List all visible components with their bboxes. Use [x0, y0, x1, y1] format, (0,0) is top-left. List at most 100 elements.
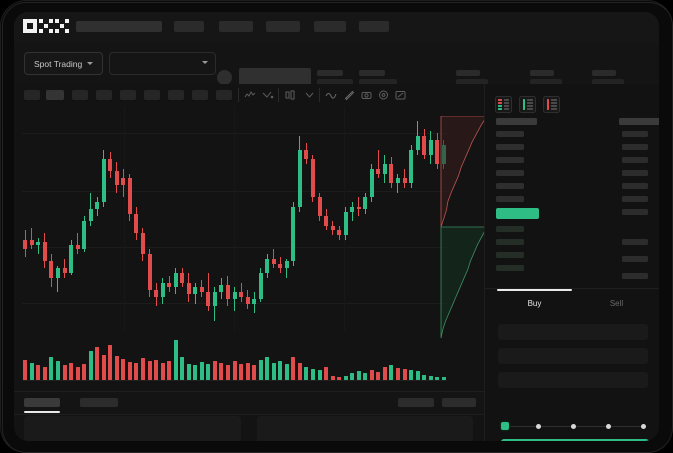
- footer-card-2[interactable]: [257, 416, 473, 441]
- nav-item-3[interactable]: [219, 21, 253, 32]
- nav-item-6[interactable]: [359, 21, 389, 32]
- candle-body: [382, 164, 387, 174]
- candle-body: [363, 197, 368, 210]
- slider-node-100[interactable]: [641, 423, 646, 429]
- orderbook-ask-row[interactable]: [496, 170, 524, 176]
- timeframe-1mo[interactable]: [216, 90, 232, 100]
- footer-card-1[interactable]: [24, 416, 241, 441]
- order-price-field[interactable]: [498, 324, 648, 340]
- candle-body: [127, 178, 132, 214]
- slider-node-75[interactable]: [606, 423, 611, 429]
- chart-action-1[interactable]: [398, 398, 434, 407]
- timeframe-1h[interactable]: [120, 90, 136, 100]
- order-total-field[interactable]: [498, 372, 648, 388]
- candle-body: [239, 292, 244, 297]
- orderbook-ask-row[interactable]: [496, 144, 524, 150]
- volume-bar: [415, 371, 420, 380]
- tab-buy[interactable]: Buy: [527, 299, 542, 308]
- nav-item-2[interactable]: [174, 21, 204, 32]
- timeframe-5m[interactable]: [46, 90, 64, 100]
- nav-item-search[interactable]: [76, 21, 162, 32]
- candle-wick: [77, 232, 79, 255]
- orderbook-ask-row[interactable]: [496, 196, 524, 202]
- orderbook-ask-row[interactable]: [496, 131, 524, 137]
- okx-logo[interactable]: [23, 19, 69, 33]
- compare-icon[interactable]: [284, 88, 297, 102]
- orderbook-bid-row[interactable]: [496, 252, 524, 258]
- pair-select-dropdown[interactable]: [109, 52, 216, 75]
- market-depth-chart[interactable]: [438, 116, 490, 338]
- place-buy-order-button[interactable]: [501, 439, 649, 441]
- trendline-icon[interactable]: [262, 88, 275, 102]
- timeframe-15m[interactable]: [72, 90, 88, 100]
- volume-bar: [206, 364, 211, 380]
- timeframe-1m[interactable]: [24, 90, 40, 100]
- nav-item-5[interactable]: [314, 21, 346, 32]
- candle-body: [49, 261, 54, 278]
- tab-sell[interactable]: Sell: [609, 299, 624, 308]
- camera-icon[interactable]: [360, 88, 373, 102]
- volume-bar: [88, 350, 93, 380]
- orderbook-asks-icon[interactable]: [543, 96, 560, 113]
- chart-action-2[interactable]: [442, 398, 476, 407]
- timeframe-1w[interactable]: [192, 90, 208, 100]
- stat-volume-label: [592, 70, 616, 76]
- candle-body: [343, 211, 348, 236]
- chart-tab-1[interactable]: [24, 398, 60, 407]
- candle-body: [297, 149, 302, 207]
- orderbook-last-price[interactable]: [496, 208, 539, 219]
- price-chart[interactable]: [14, 106, 484, 391]
- volume-bar: [199, 361, 204, 380]
- slider-node-0[interactable]: [501, 422, 509, 430]
- orderbook-ask-row[interactable]: [496, 157, 524, 163]
- candle-wick: [31, 228, 33, 250]
- candle-body: [167, 282, 172, 288]
- orderbook-panel: Buy Sell: [484, 84, 659, 441]
- candle-body: [29, 239, 34, 245]
- candle-body: [422, 135, 427, 155]
- market-type-dropdown[interactable]: Spot Trading: [24, 52, 104, 75]
- slider-node-25[interactable]: [536, 423, 541, 429]
- orderbook-bid-row[interactable]: [496, 239, 524, 245]
- volume-bar: [127, 361, 132, 380]
- orderbook-bid-row[interactable]: [496, 226, 524, 232]
- volume-bar: [160, 362, 165, 380]
- candle-body: [232, 292, 237, 300]
- candle-body: [42, 242, 47, 262]
- orderbook-bids-icon[interactable]: [519, 96, 536, 113]
- volume-bar: [101, 354, 106, 380]
- volume-bar: [395, 367, 400, 380]
- indicator-icon[interactable]: [244, 88, 257, 102]
- candle-body: [402, 178, 407, 184]
- timeframe-4h[interactable]: [144, 90, 160, 100]
- order-percent-slider[interactable]: [501, 421, 647, 431]
- settings-icon[interactable]: [377, 88, 390, 102]
- candle-body: [101, 159, 106, 203]
- candle-wick: [286, 258, 288, 278]
- volume-bar: [69, 362, 74, 380]
- candle-wick: [37, 237, 39, 255]
- order-amount-field[interactable]: [498, 348, 648, 364]
- chart-tab-2[interactable]: [80, 398, 118, 407]
- nav-item-4[interactable]: [266, 21, 300, 32]
- orderbook-ask-row[interactable]: [496, 183, 524, 189]
- orderbook-both-icon[interactable]: [495, 96, 512, 113]
- orderbook-col-amount: [619, 118, 659, 125]
- timeframe-30m[interactable]: [96, 90, 112, 100]
- timeframe-1d[interactable]: [168, 90, 184, 100]
- volume-bar: [180, 357, 185, 380]
- orderbook-bid-row[interactable]: [496, 265, 524, 271]
- drawing-tools-icon[interactable]: [343, 88, 356, 102]
- candle-wick: [234, 287, 235, 312]
- volume-bar: [343, 375, 348, 380]
- candle-body: [219, 284, 224, 293]
- slider-node-50[interactable]: [571, 423, 576, 429]
- candle-body: [245, 296, 250, 304]
- candle-body: [304, 149, 309, 160]
- line-chart-icon[interactable]: [325, 88, 338, 102]
- chart-type-icon[interactable]: [303, 88, 316, 102]
- volume-bar: [402, 368, 407, 380]
- fullscreen-icon[interactable]: [394, 88, 407, 102]
- volume-bar: [121, 359, 126, 380]
- candle-body: [75, 244, 80, 250]
